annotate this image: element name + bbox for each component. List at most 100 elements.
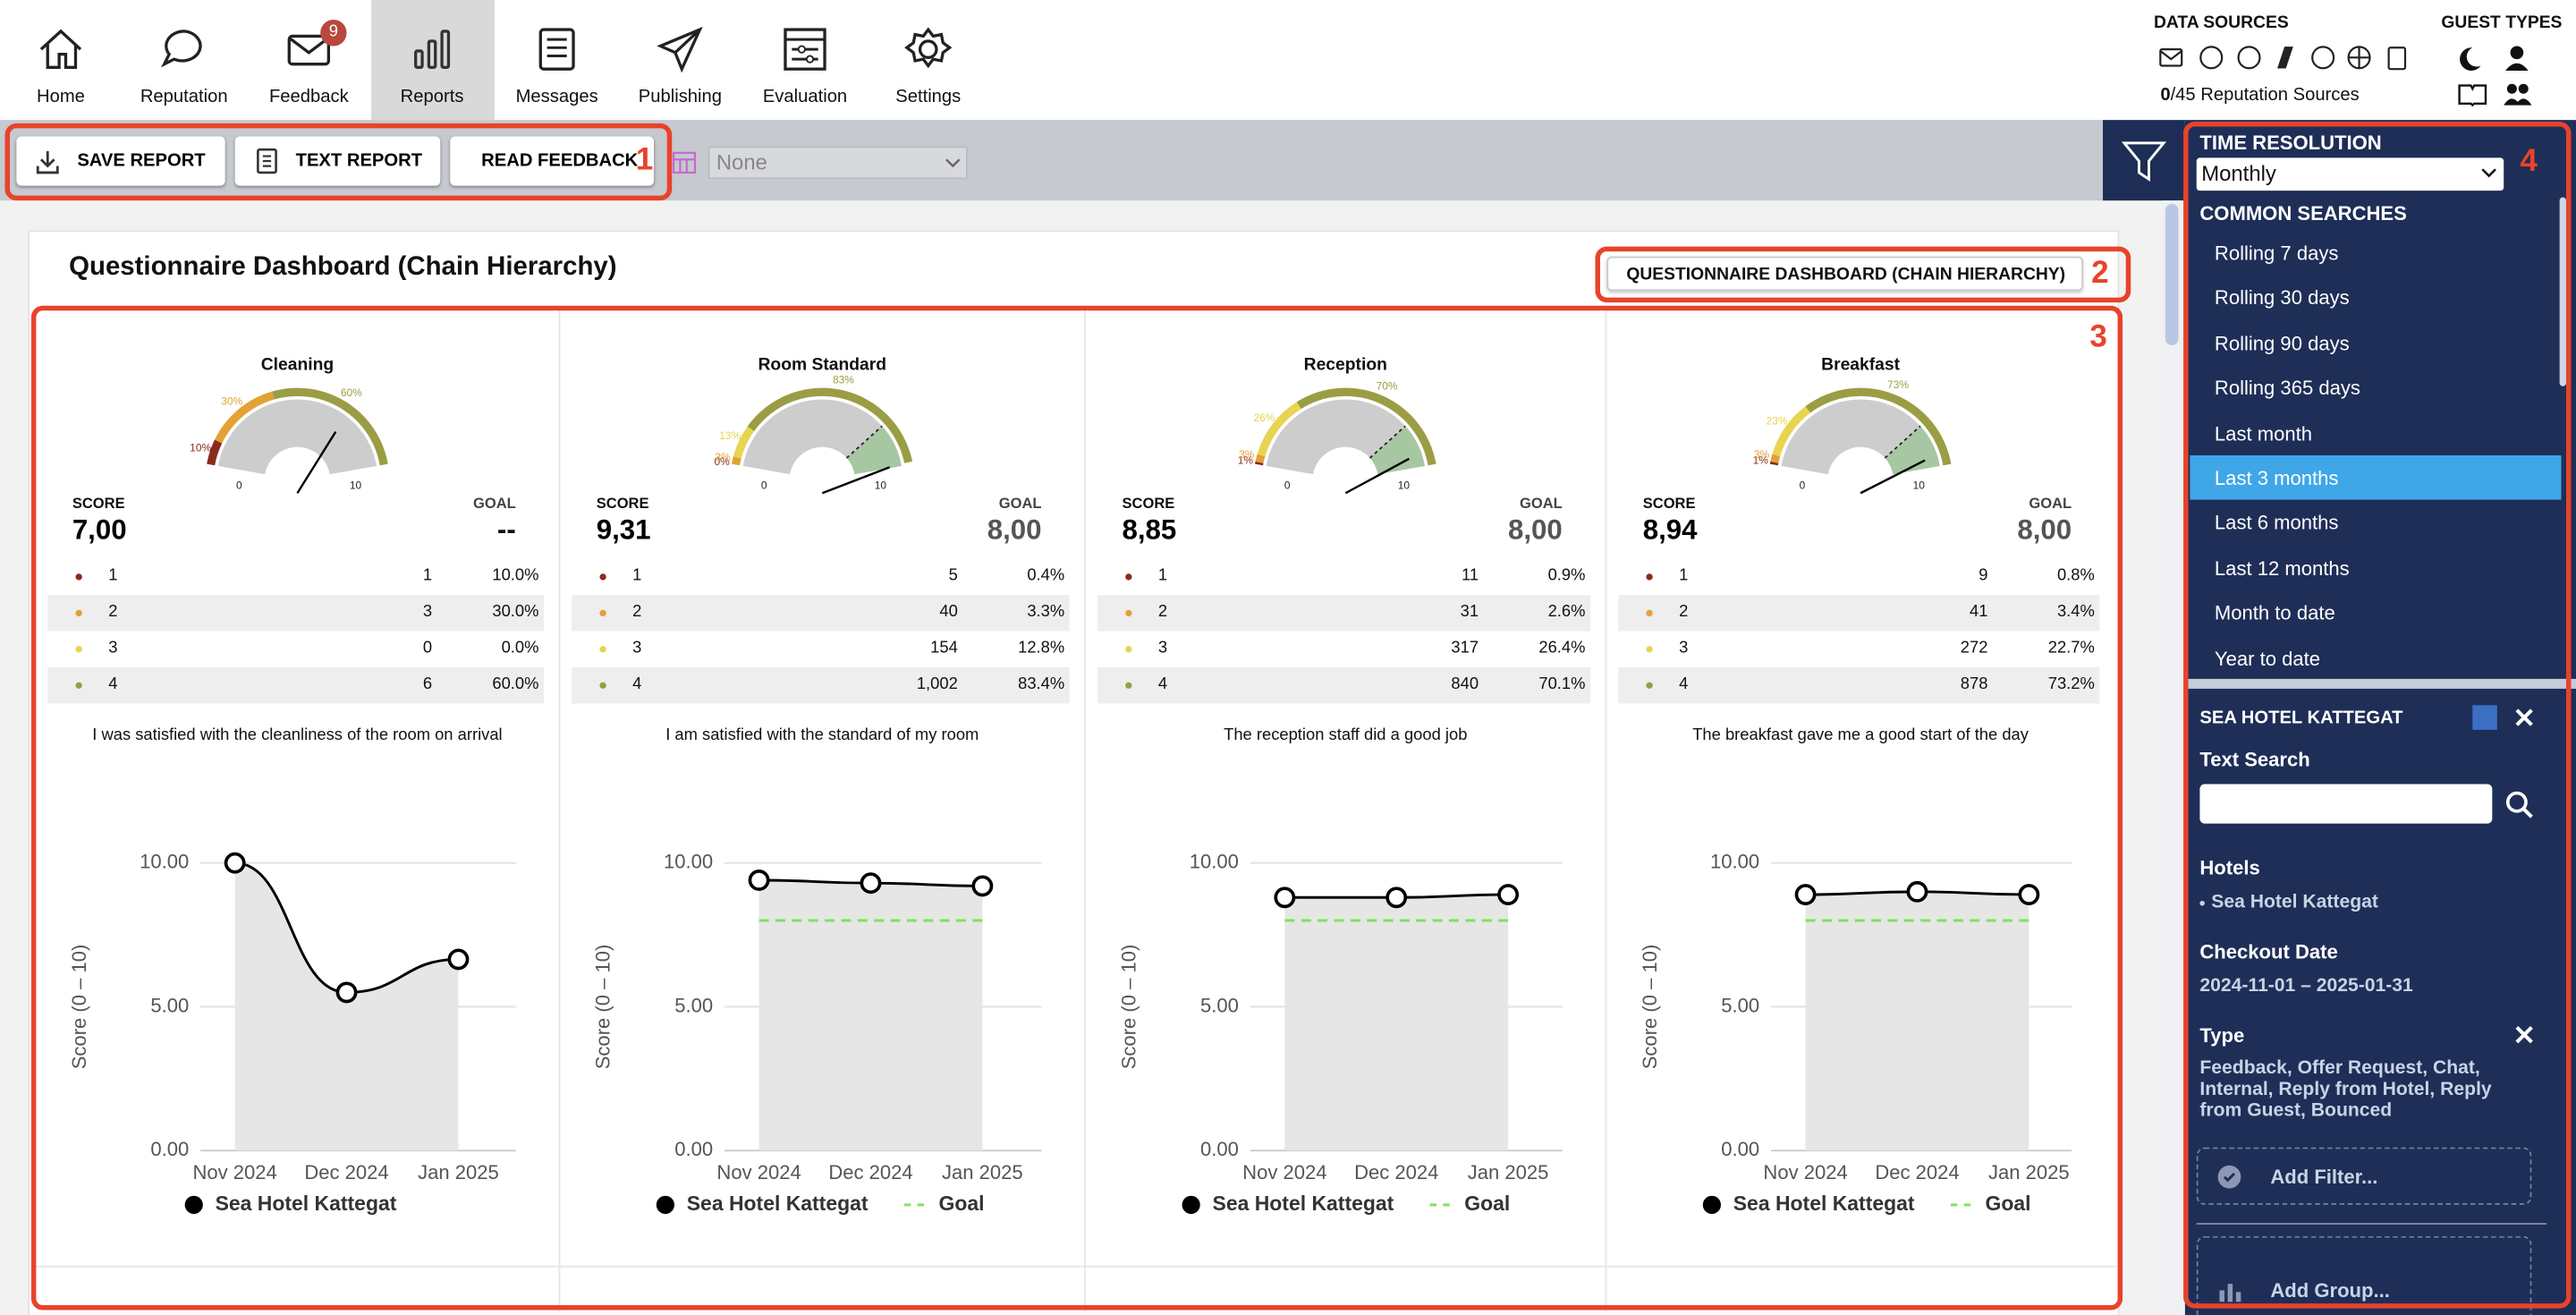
panel-title: Cleaning	[260, 354, 335, 375]
response-count: 1	[422, 566, 433, 586]
response-count: 6	[422, 675, 433, 694]
nav-label[interactable]: Messages	[515, 87, 598, 107]
nav-label[interactable]: Reports	[400, 87, 464, 107]
panel-title: Breakfast	[1821, 354, 1901, 375]
gauge-segment	[731, 456, 741, 466]
goal-value: --	[496, 514, 516, 547]
y-axis-label: Score (0 – 10)	[1639, 945, 1661, 1070]
response-count: 9	[1979, 566, 1988, 586]
annotation-label: 4	[2520, 144, 2538, 180]
point	[335, 981, 358, 1004]
legend-label[interactable]: Goal	[939, 1192, 985, 1215]
dashboard-select[interactable]: QUESTIONNAIRE DASHBOARD (CHAIN HIERARCHY…	[1606, 256, 2083, 292]
nav-icon[interactable]	[782, 26, 827, 72]
y-axis-label: Score (0 – 10)	[1118, 945, 1140, 1070]
legend-label[interactable]: Sea Hotel Kattegat	[687, 1192, 869, 1215]
nav-icon[interactable]	[534, 26, 580, 72]
response-percent: 3.3%	[1027, 603, 1065, 622]
response-percent: 0.8%	[2056, 566, 2095, 586]
response-percent: 10.0%	[492, 566, 539, 586]
legend-label[interactable]: Goal	[1464, 1192, 1510, 1215]
close-type[interactable]	[2515, 1026, 2533, 1044]
gauge-segment	[1769, 461, 1779, 466]
common-search-item[interactable]: Last 6 months	[2214, 512, 2339, 535]
score-value: 8,94	[1642, 514, 1698, 547]
legend-label[interactable]: Goal	[1986, 1192, 2031, 1215]
distribution-row: 2 40 3.3%	[572, 595, 1070, 632]
nav-label[interactable]: Home	[37, 87, 85, 107]
common-search-item[interactable]: Rolling 30 days	[2214, 286, 2350, 310]
common-search-item[interactable]: Year to date	[2214, 647, 2320, 670]
nav-icon[interactable]	[409, 26, 454, 72]
legend-label[interactable]: Sea Hotel Kattegat	[1733, 1192, 1915, 1215]
gauge-goal-line	[845, 425, 883, 459]
data-source-icons	[2159, 46, 2407, 71]
legend-marker	[656, 1195, 674, 1214]
legend-label[interactable]: Sea Hotel Kattegat	[216, 1192, 397, 1215]
goal-label: GOAL	[1519, 495, 1563, 512]
score-dot	[1125, 646, 1132, 653]
nav-icon[interactable]	[286, 26, 332, 72]
gauge-segment	[1772, 406, 1810, 457]
common-search-item[interactable]: Month to date	[2214, 601, 2335, 625]
nav-label[interactable]: Evaluation	[762, 87, 848, 107]
add-group[interactable]: Add Group...	[2196, 1235, 2532, 1315]
y-tick-label: 10.00	[140, 851, 189, 873]
nav-icon[interactable]	[160, 26, 207, 72]
score-level: 3	[1157, 639, 1168, 658]
common-search-item[interactable]: Rolling 7 days	[2214, 242, 2339, 265]
y-tick-label: 0.00	[1200, 1138, 1239, 1160]
y-axis-label: Score (0 – 10)	[592, 945, 614, 1070]
score-dot	[1125, 573, 1132, 581]
score-label: SCORE	[72, 495, 125, 512]
response-count: 5	[948, 566, 958, 586]
toolbar-button[interactable]: TEXT REPORT	[234, 136, 441, 186]
nav-icon[interactable]	[904, 26, 953, 72]
common-search-item[interactable]: Last 12 months	[2214, 556, 2350, 581]
y-tick-label: 0.00	[150, 1138, 189, 1160]
nav-label[interactable]: Reputation	[140, 87, 228, 107]
score-dot	[599, 609, 606, 617]
annotation-box	[30, 305, 2123, 1311]
gauge-tick-label: 0	[761, 479, 767, 492]
main-scrollbar-thumb[interactable]	[2165, 203, 2179, 345]
nav-label[interactable]: Publishing	[638, 87, 723, 107]
legend-marker	[184, 1195, 203, 1214]
common-search-item[interactable]: Last 3 months	[2190, 454, 2562, 500]
button-icon	[257, 148, 277, 174]
common-search-item[interactable]: Last month	[2214, 421, 2312, 445]
response-percent: 30.0%	[492, 603, 539, 622]
filter-button[interactable]	[2103, 120, 2185, 201]
score-level: 2	[632, 603, 642, 622]
group-color[interactable]	[2472, 705, 2497, 730]
time-resolution-select[interactable]: Monthly	[2196, 157, 2504, 191]
gauge-tick-label: 0	[1284, 479, 1291, 492]
common-search-item[interactable]: Rolling 365 days	[2214, 377, 2360, 400]
select-none[interactable]: None	[708, 146, 968, 180]
splitter[interactable]	[2184, 678, 2576, 689]
text-search-input[interactable]	[2199, 784, 2493, 824]
legend-label[interactable]: Sea Hotel Kattegat	[1213, 1192, 1394, 1215]
button-label: READ FEEDBACK	[481, 151, 639, 172]
goal-value: 8,00	[2017, 514, 2072, 547]
search-icon[interactable]	[2505, 791, 2535, 820]
nav-label[interactable]: Feedback	[268, 87, 349, 107]
gauge-segment-label: 13%	[719, 429, 741, 442]
toolbar-button[interactable]: READ FEEDBACK	[450, 136, 655, 186]
nav-icon[interactable]	[657, 26, 703, 73]
area	[1284, 895, 1509, 1151]
add-filter[interactable]: Add Filter...	[2196, 1147, 2532, 1205]
score-dot	[1125, 609, 1132, 617]
common-search-item[interactable]: Rolling 90 days	[2214, 331, 2350, 355]
close-group[interactable]	[2515, 708, 2533, 726]
y-tick-label: 5.00	[1721, 994, 1759, 1016]
question-text: The reception staff did a good job	[1224, 726, 1468, 745]
toolbar-button[interactable]: SAVE REPORT	[16, 136, 225, 186]
distribution-row: 3 154 12.8%	[572, 631, 1070, 668]
nav-label[interactable]: Settings	[895, 87, 962, 107]
score-label: SCORE	[596, 495, 649, 512]
nav-icon[interactable]	[38, 26, 83, 72]
gauge-segment-label: 83%	[833, 373, 854, 386]
gauge-segment	[1257, 402, 1301, 457]
guest-types-title: GUEST TYPES	[2441, 13, 2563, 33]
